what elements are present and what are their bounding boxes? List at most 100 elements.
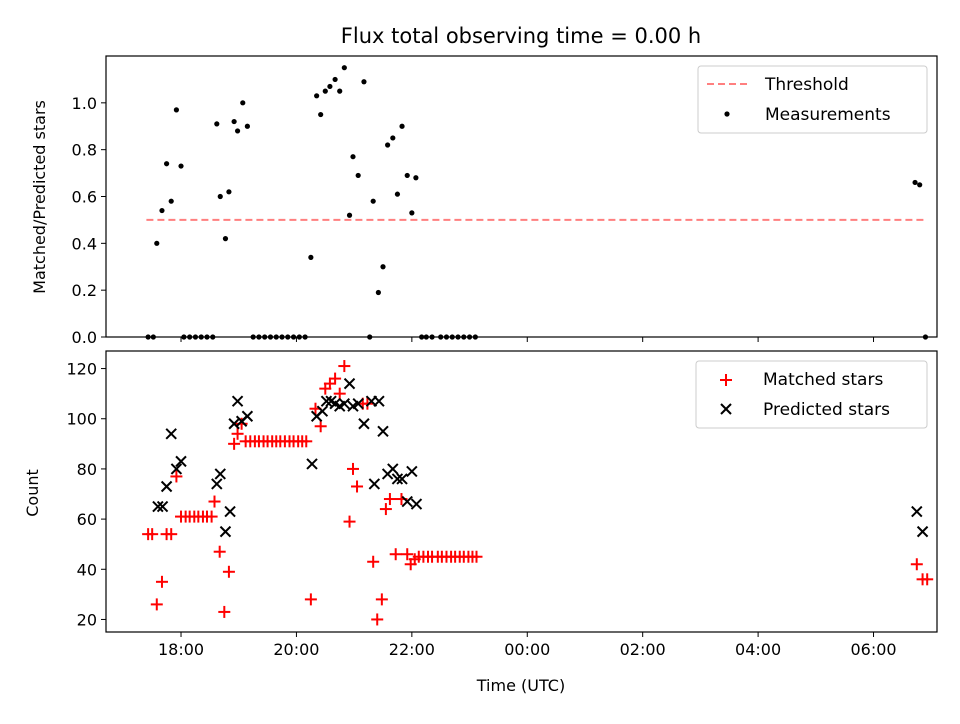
measurement-point: [173, 107, 180, 113]
matched-star-point: [333, 387, 346, 400]
bottom-x-tick-label: 22:00: [389, 640, 435, 659]
predicted-star-point: [165, 428, 177, 440]
top-y-tick-label: 0.8: [72, 141, 97, 160]
predicted-star-point: [387, 463, 399, 475]
chart-title: Flux total observing time = 0.00 h: [341, 24, 701, 48]
predicted-star-point: [231, 395, 244, 407]
matched-legend-label: Matched stars: [763, 370, 883, 390]
predicted-star-point: [396, 473, 408, 485]
measurement-point: [178, 163, 184, 169]
bottom-panel-frame: [105, 350, 938, 633]
matched-star-point: [351, 480, 364, 493]
top-panel-marks: [145, 65, 929, 340]
measurement-point: [355, 172, 361, 179]
measurement-point: [231, 118, 237, 125]
predicted-star-point: [224, 505, 236, 518]
predicted-star-point: [320, 395, 333, 407]
bottom-x-tick-label: 04:00: [735, 640, 781, 659]
measurement-point: [163, 161, 170, 167]
measurement-point: [318, 111, 324, 118]
predicted-star-point: [241, 410, 254, 422]
matched-star-point: [205, 510, 218, 523]
top-legend-box: [697, 65, 928, 134]
bottom-x-tick-label: 00:00: [504, 640, 550, 659]
measurement-point: [912, 179, 918, 186]
measurement-point: [234, 128, 241, 134]
predicted-star-point: [406, 465, 418, 478]
predicted-star-point: [911, 505, 923, 518]
matched-star-point: [218, 605, 231, 618]
matched-star-point: [231, 427, 244, 440]
measurement-point: [314, 93, 320, 99]
predicted-star-point: [916, 525, 929, 538]
top-panel-ticks: 0.0 0.2 0.4 0.6 0.8 1.0: [72, 94, 875, 347]
bottom-panel-ticks: 18:00 20:00 22:00 00:00 02:00 04:00 06:00 20 40 6…: [66, 360, 896, 659]
predicted-star-point: [156, 500, 169, 513]
measurement-point: [404, 172, 410, 179]
matched-star-point: [389, 548, 402, 561]
matched-star-point: [228, 437, 241, 450]
matched-star-point: [300, 435, 313, 448]
predicted-star-point: [338, 397, 351, 410]
predicted-star-point: [160, 480, 173, 493]
measurement-point: [341, 65, 347, 71]
bottom-legend: Matched stars Predicted stars: [695, 360, 928, 429]
matched-star-point: [367, 555, 380, 568]
predicted-star-point: [410, 498, 423, 510]
measurement-point: [226, 189, 232, 195]
measurement-point: [222, 236, 229, 242]
measurement-point: [361, 79, 367, 85]
predicted-legend-label: Predicted stars: [763, 400, 890, 420]
predicted-legend-swatch: [720, 403, 732, 415]
measurements-legend-label: Measurements: [765, 105, 891, 125]
predicted-star-point: [373, 395, 385, 407]
matched-star-point: [401, 548, 414, 561]
matched-legend-swatch: [720, 374, 732, 386]
matched-star-point: [383, 493, 396, 506]
bottom-panel: 18:00 20:00 22:00 00:00 02:00 04:00 06:00 20 40 6…: [23, 350, 938, 695]
predicted-star-point: [377, 425, 389, 437]
predicted-star-point: [211, 478, 223, 490]
predicted-star-point: [368, 478, 381, 490]
measurement-point: [332, 76, 338, 83]
bottom-legend-box: [695, 360, 928, 429]
top-y-tick-label: 0.6: [72, 188, 97, 207]
bottom-y-axis-label: Count: [23, 469, 42, 517]
bottom-x-tick-label: 18:00: [158, 640, 204, 659]
measurement-point: [214, 121, 220, 127]
predicted-star-point: [228, 418, 240, 430]
predicted-star-point: [214, 468, 226, 480]
measurement-point: [240, 100, 246, 106]
x-axis-label: Time (UTC): [476, 676, 565, 695]
predicted-star-point: [152, 500, 164, 513]
matched-star-point: [379, 503, 392, 516]
measurement-point: [346, 212, 353, 218]
matched-star-point: [304, 593, 317, 606]
measurement-point: [327, 83, 333, 90]
predicted-star-point: [306, 458, 318, 470]
matched-star-point: [150, 598, 163, 611]
predicted-star-point: [175, 455, 187, 468]
bottom-y-tick-label: 80: [77, 460, 97, 479]
bottom-x-tick-label: 06:00: [850, 640, 896, 659]
matched-star-point: [235, 417, 248, 430]
measurement-point: [337, 88, 343, 94]
measurement-point: [370, 198, 376, 204]
predicted-star-point: [401, 495, 413, 508]
matched-star-point: [323, 377, 336, 390]
measurement-point: [159, 207, 165, 214]
matched-star-point: [343, 515, 356, 528]
matched-star-point: [329, 372, 342, 385]
matched-star-point: [314, 420, 327, 433]
bottom-y-tick-label: 120: [66, 360, 97, 379]
measurement-point: [380, 264, 386, 270]
measurement-point: [394, 191, 401, 197]
measurement-point: [308, 254, 314, 260]
measurement-point: [399, 123, 405, 129]
matched-star-point: [375, 593, 388, 606]
measurement-point: [917, 182, 923, 188]
top-legend: Threshold Measurements: [697, 65, 928, 134]
measurement-point: [350, 154, 356, 160]
matched-star-point: [155, 575, 168, 588]
bottom-y-tick-label: 100: [66, 410, 97, 429]
